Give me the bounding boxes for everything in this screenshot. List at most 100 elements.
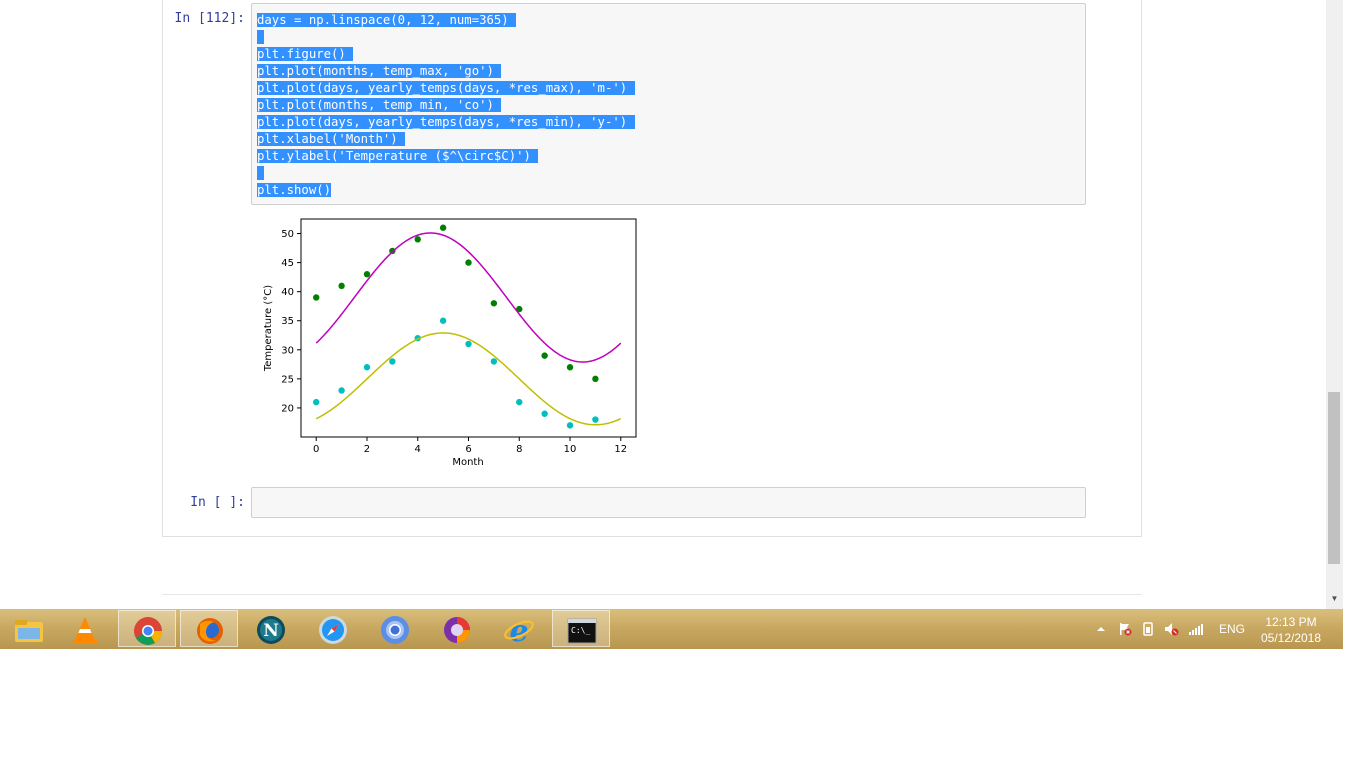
selected-code-text: plt.xlabel('Month'): [257, 132, 406, 146]
data-point: [465, 259, 472, 266]
code-line[interactable]: days = np.linspace(0, 12, num=365): [257, 12, 635, 29]
x-tick-label: 0: [313, 444, 319, 455]
x-tick-label: 10: [564, 444, 577, 455]
plot-output: 20 25 30 35 40 45 50 0 2 4 6 8 10 12 Month Temperatu…: [263, 218, 637, 468]
data-point: [516, 398, 523, 406]
code-line[interactable]: plt.show(): [257, 182, 635, 199]
code-line[interactable]: plt.ylabel('Temperature ($^\circ$C)'): [257, 148, 635, 165]
data-point: [389, 358, 396, 365]
selected-code-text: plt.plot(months, temp_max, 'go'): [257, 64, 502, 78]
svg-text:C:\_: C:\_: [571, 626, 590, 635]
code-line[interactable]: plt.plot(months, temp_max, 'go'): [257, 63, 635, 80]
scroll-down-arrow-icon[interactable]: ▼: [1330, 594, 1339, 603]
selected-code-text: days = np.linspace(0, 12, num=365): [257, 13, 517, 27]
data-point: [490, 358, 498, 365]
input-language-indicator[interactable]: ENG: [1219, 622, 1246, 636]
data-point: [363, 271, 371, 278]
code-line[interactable]: plt.figure(): [257, 46, 635, 63]
plot-axes-frame: [300, 218, 637, 438]
x-tick-label: 6: [465, 444, 471, 455]
selected-code-text: plt.figure(): [257, 47, 354, 61]
data-point: [338, 387, 345, 394]
network-signal-icon[interactable]: [1188, 621, 1204, 637]
clock-date: 05/12/2018: [1260, 631, 1322, 645]
taskbar-app-button[interactable]: [180, 610, 238, 647]
internet-explorer-icon: e: [504, 614, 534, 646]
scrollbar-thumb[interactable]: [1328, 392, 1340, 564]
selected-code-text: [257, 166, 265, 180]
opera-icon: [444, 617, 470, 643]
data-point: [363, 364, 371, 371]
taskbar-app-button[interactable]: [428, 610, 486, 647]
y-axis-label: Temperature (°C): [263, 285, 274, 372]
y-tick-label: 30: [281, 345, 294, 356]
system-tray: ENG 12:13 PM 05/12/2018: [1093, 609, 1343, 649]
cell-separator: [162, 594, 1142, 595]
power-battery-icon[interactable]: [1140, 621, 1156, 637]
netscape-icon: N: [257, 616, 285, 644]
data-point: [414, 236, 421, 243]
x-tick-label: 2: [364, 444, 370, 455]
selected-code-text: plt.plot(days, yearly_temps(days, *res_m…: [257, 115, 635, 129]
volume-muted-icon[interactable]: [1163, 621, 1179, 637]
x-axis-label: Month: [452, 457, 483, 468]
file-explorer-icon: [15, 620, 43, 642]
data-point: [566, 364, 574, 371]
code-cell-input[interactable]: days = np.linspace(0, 12, num=365) plt.f…: [251, 3, 1086, 205]
taskbar-app-button[interactable]: [118, 610, 176, 647]
empty-code-cell-input[interactable]: [251, 487, 1086, 518]
data-point: [439, 224, 447, 231]
x-tick-label: 4: [415, 444, 421, 455]
vertical-scrollbar[interactable]: ▼: [1326, 0, 1343, 609]
y-tick-label: 35: [281, 316, 294, 327]
y-tick-label: 45: [281, 258, 294, 269]
x-tick-label: 8: [516, 444, 522, 455]
x-tick-label: 12: [614, 444, 627, 455]
code-line[interactable]: plt.plot(days, yearly_temps(days, *res_m…: [257, 114, 635, 131]
selected-code-text: plt.ylabel('Temperature ($^\circ$C)'): [257, 149, 539, 163]
vlc-icon: [73, 617, 97, 643]
taskbar-app-button[interactable]: [0, 610, 58, 647]
code-line[interactable]: plt.xlabel('Month'): [257, 131, 635, 148]
taskbar-app-button[interactable]: [366, 610, 424, 647]
data-point: [338, 282, 345, 290]
code-line[interactable]: [257, 29, 635, 46]
clock[interactable]: 12:13 PM 05/12/2018: [1253, 614, 1329, 646]
data-point: [592, 416, 599, 423]
cell-prompt: In [112]:: [174, 11, 245, 26]
notebook-viewport: In [112]: days = np.linspace(0, 12, num=…: [162, 0, 1343, 609]
selected-code-text: plt.plot(months, temp_min, 'co'): [257, 98, 502, 112]
code-line[interactable]: [257, 165, 635, 182]
selected-code-text: [257, 30, 265, 44]
firefox-icon: [197, 618, 223, 644]
y-tick-label: 25: [281, 374, 294, 385]
data-point: [592, 375, 599, 383]
y-tick-label: 40: [281, 287, 294, 298]
data-point: [313, 398, 320, 406]
taskbar-app-button[interactable]: [56, 610, 114, 647]
action-center-flag-icon[interactable]: [1117, 621, 1133, 637]
code-line[interactable]: plt.plot(months, temp_min, 'co'): [257, 97, 635, 114]
data-point: [516, 305, 523, 313]
show-hidden-icons-icon[interactable]: [1093, 621, 1109, 637]
data-point: [541, 410, 548, 417]
data-point: [313, 294, 320, 301]
data-point: [465, 340, 472, 348]
svg-text:e: e: [509, 614, 528, 646]
clock-time: 12:13 PM: [1265, 615, 1317, 629]
taskbar-app-button[interactable]: N: [242, 610, 300, 647]
data-point: [541, 352, 548, 359]
safari-icon: [319, 616, 347, 644]
taskbar-app-button[interactable]: [304, 610, 362, 647]
selected-code-text: plt.show(): [257, 183, 332, 197]
fit-curve-line: [315, 332, 622, 426]
code-editor[interactable]: days = np.linspace(0, 12, num=365) plt.f…: [257, 12, 635, 199]
taskbar-app-button[interactable]: e: [490, 610, 548, 647]
y-tick-label: 20: [281, 403, 294, 414]
chromium-icon: [381, 616, 409, 644]
cell-prompt: In [ ]:: [190, 495, 245, 510]
code-line[interactable]: plt.plot(days, yearly_temps(days, *res_m…: [257, 80, 635, 97]
taskbar-app-button[interactable]: C:\_: [552, 610, 610, 647]
selected-code-text: plt.plot(days, yearly_temps(days, *res_m…: [257, 81, 635, 95]
